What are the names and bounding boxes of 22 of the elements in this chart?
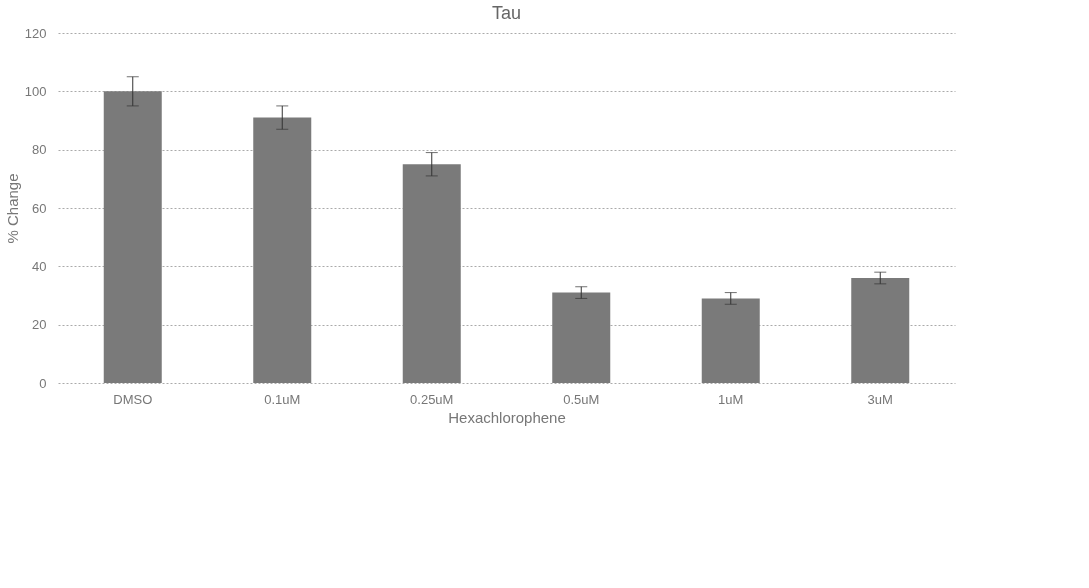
x-axis-title: Hexachlorophene	[448, 408, 566, 426]
bar	[103, 91, 162, 383]
y-tick-label: 0	[39, 375, 47, 391]
x-tick-label: 0.1uM	[264, 391, 301, 407]
y-tick-label: 60	[32, 200, 47, 216]
bar	[402, 164, 461, 383]
x-tick-label: DMSO	[113, 391, 153, 407]
y-axis-title: % Change	[3, 173, 21, 244]
y-tick-label: 120	[24, 25, 47, 41]
x-tick-label: 0.25uM	[410, 391, 454, 407]
y-tick-label: 20	[32, 317, 47, 333]
y-tick-label: 40	[32, 258, 47, 274]
x-tick-label: 0.5uM	[563, 391, 600, 407]
bar	[701, 298, 760, 383]
y-tick-label: 80	[32, 142, 47, 158]
chart-title: Tau	[491, 3, 522, 23]
y-tick-label: 100	[24, 83, 47, 99]
bar	[253, 117, 312, 383]
bar	[851, 278, 910, 383]
x-tick-label: 1uM	[718, 391, 744, 407]
x-tick-label: 3uM	[867, 391, 893, 407]
bar	[552, 292, 611, 383]
